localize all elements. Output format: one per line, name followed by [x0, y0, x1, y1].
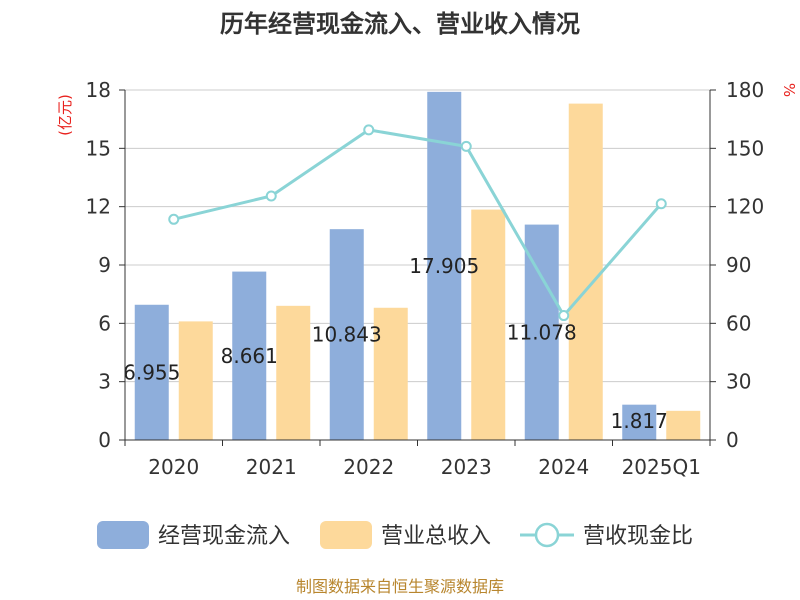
bars-layer: [134, 91, 701, 440]
left-y-tick-label: 15: [86, 136, 111, 160]
source-note: 制图数据来自恒生聚源数据库: [296, 577, 504, 596]
line-point: [363, 124, 375, 136]
right-y-tick-label: 120: [726, 195, 764, 219]
left-axis-unit: (亿元): [56, 94, 74, 136]
legend-swatch-ratio-marker: [534, 522, 560, 548]
bar-total-revenue: [666, 410, 701, 440]
right-y-tick-label: 30: [726, 370, 751, 394]
line-cash-revenue-ratio: [173, 128, 663, 319]
right-y-tick-label: 60: [726, 311, 751, 335]
legend-swatch-total-revenue: [320, 521, 372, 549]
legend-label-total-revenue: 营业总收入: [381, 524, 491, 549]
bar-cash-inflow: [329, 229, 364, 440]
right-y-tick-label: 180: [726, 78, 764, 102]
data-label-cash-inflow: 8.661: [221, 344, 278, 368]
line-point: [460, 140, 472, 152]
right-axis-unit: %: [780, 83, 798, 97]
left-y-tick-label: 0: [98, 428, 111, 452]
bar-total-revenue: [276, 305, 311, 440]
left-y-tick-label: 12: [86, 195, 111, 219]
line-point: [558, 310, 570, 322]
x-tick-label: 2020: [148, 455, 199, 479]
legend-label-ratio: 营收现金比: [583, 524, 693, 549]
data-label-cash-inflow: 17.905: [409, 254, 479, 278]
legend: 经营现金流入 营业总收入 营收现金比: [97, 521, 693, 549]
left-y-tick-label: 9: [98, 253, 111, 277]
bar-cash-inflow: [427, 91, 462, 440]
legend-label-cash-inflow: 经营现金流入: [158, 524, 290, 549]
data-label-cash-inflow: 11.078: [507, 320, 577, 344]
chart-title: 历年经营现金流入、营业收入情况: [220, 10, 580, 38]
labels-layer: 6.955 8.661 10.843 17.905 11.078 1.817: [123, 254, 668, 433]
right-y-tick-label: 90: [726, 253, 751, 277]
data-label-cash-inflow: 6.955: [123, 360, 180, 384]
line-point: [655, 198, 667, 210]
x-tick-label: 2024: [538, 455, 589, 479]
bar-total-revenue: [568, 103, 603, 440]
bar-cash-inflow: [134, 304, 169, 440]
right-y-tick-label: 0: [726, 428, 739, 452]
left-y-tick-label: 18: [86, 78, 111, 102]
legend-swatch-cash-inflow: [97, 521, 149, 549]
bar-cash-inflow: [622, 404, 657, 440]
data-label-cash-inflow: 1.817: [611, 409, 668, 433]
left-y-tick-label: 6: [98, 311, 111, 335]
data-label-cash-inflow: 10.843: [312, 323, 382, 347]
bar-total-revenue: [178, 321, 213, 440]
bar-total-revenue: [373, 307, 408, 440]
x-tick-label: 2023: [441, 455, 492, 479]
bar-cash-inflow: [232, 271, 267, 440]
right-y-tick-label: 150: [726, 136, 764, 160]
line-point: [168, 213, 180, 225]
x-tick-label: 2021: [246, 455, 297, 479]
line-point: [265, 190, 277, 202]
line-layer: [168, 124, 667, 322]
x-tick-label: 2022: [343, 455, 394, 479]
left-y-tick-label: 3: [98, 370, 111, 394]
bar-total-revenue: [471, 209, 506, 440]
x-tick-label: 2025Q1: [622, 455, 701, 479]
